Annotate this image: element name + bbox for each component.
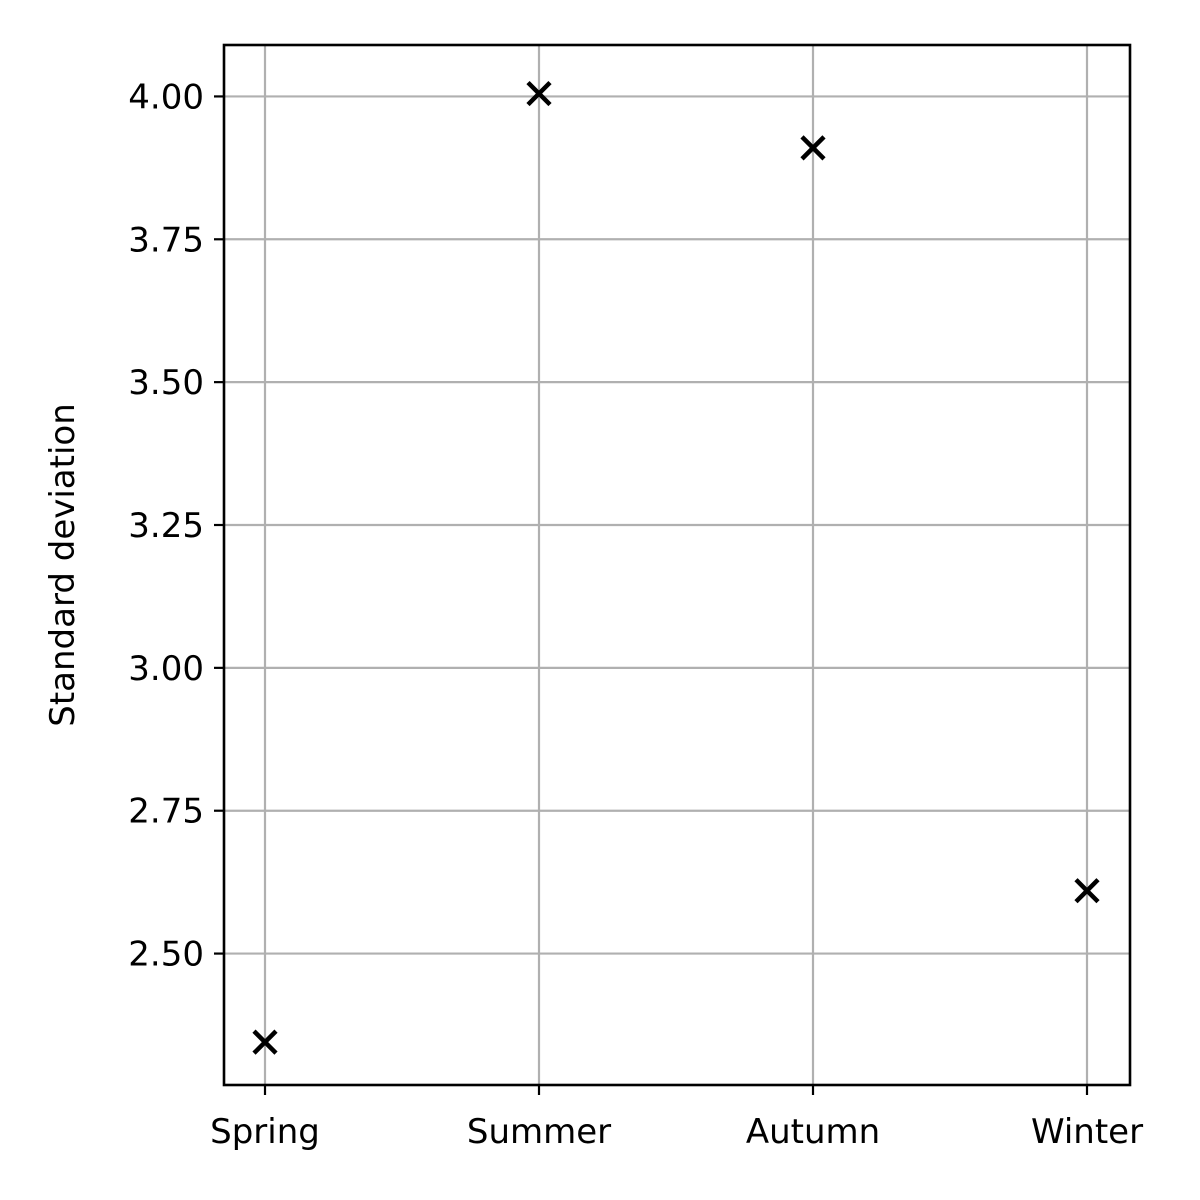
y-tick-label: 4.00 xyxy=(128,77,204,117)
y-tick-label: 3.25 xyxy=(128,506,204,546)
data-point xyxy=(800,135,826,161)
y-tick-label: 3.75 xyxy=(128,220,204,260)
x-axis: Spring Summer Autumn Winter xyxy=(210,1085,1143,1152)
data-point xyxy=(526,80,552,107)
plot-frame xyxy=(222,43,1132,1087)
y-tick-label: 3.00 xyxy=(128,649,204,689)
data-points xyxy=(252,80,1100,1055)
y-tick-label: 3.50 xyxy=(128,363,204,403)
data-point xyxy=(1074,878,1100,904)
y-tick-label: 2.50 xyxy=(128,935,204,975)
x-tick-label: Summer xyxy=(467,1112,611,1152)
y-axis: 2.50 2.75 3.00 3.25 3.50 3.75 4.00 xyxy=(128,77,224,975)
x-tick-label: Autumn xyxy=(746,1112,880,1152)
x-tick-label: Winter xyxy=(1031,1112,1143,1152)
y-tick-label: 2.75 xyxy=(128,792,204,832)
data-point xyxy=(252,1029,278,1055)
x-tick-label: Spring xyxy=(210,1112,320,1152)
y-axis-label: Standard deviation xyxy=(43,403,83,727)
grid-lines xyxy=(224,45,1130,1085)
